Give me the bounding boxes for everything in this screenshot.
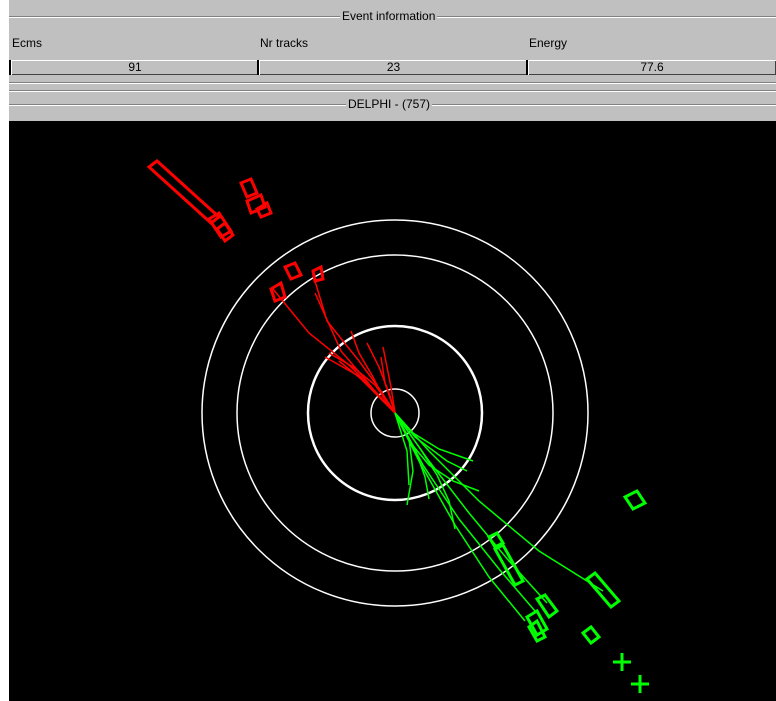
nr-tracks-value: 23 <box>257 60 528 75</box>
event-display-svg <box>146 159 649 693</box>
red-calorimeter-hit <box>269 280 287 303</box>
ecms-value: 91 <box>9 60 259 75</box>
green-calorimeter-hit <box>527 618 548 643</box>
energy-value: 77.6 <box>526 60 776 75</box>
red-jet <box>272 280 396 414</box>
green-track <box>394 412 604 592</box>
energy-label: Energy <box>529 36 568 50</box>
red-calorimeter-hit <box>311 264 325 283</box>
detector-rings <box>201 219 589 607</box>
outer-ring <box>201 219 589 607</box>
inner-middle-ring <box>306 324 484 502</box>
red-calorimeter-hit <box>282 261 304 281</box>
green-calorimeter-hit <box>584 570 622 610</box>
red-calorimeter-hit <box>214 220 236 244</box>
green-clusters <box>486 489 648 646</box>
nr-tracks-label: Nr tracks <box>260 36 308 50</box>
green-calorimeter-hit <box>492 543 526 587</box>
green-track <box>394 412 410 486</box>
event-info-panel: Event information Ecms Nr tracks Energy … <box>9 0 776 121</box>
red-track <box>314 280 396 414</box>
inner-ring <box>370 388 420 438</box>
outer-middle-ring <box>236 254 554 572</box>
event-display-canvas[interactable] <box>9 121 776 701</box>
green-jet <box>394 412 604 622</box>
red-calorimeter-hit <box>239 177 259 199</box>
red-track <box>324 356 396 414</box>
red-clusters <box>146 159 325 303</box>
green-calorimeter-hit <box>534 593 560 620</box>
display-title: DELPHI - (757) <box>346 96 433 112</box>
green-track <box>394 412 526 622</box>
green-calorimeter-hit <box>622 489 648 511</box>
green-calorimeter-hit <box>580 624 602 646</box>
green-track <box>394 412 536 612</box>
red-track <box>380 356 396 414</box>
separator <box>9 90 776 92</box>
green-track <box>394 412 548 604</box>
ecms-label: Ecms <box>12 36 42 50</box>
separator <box>9 82 776 84</box>
red-track <box>382 346 396 414</box>
green-track <box>394 412 468 472</box>
green-calorimeter-hit <box>524 608 550 638</box>
green-muon-hits <box>613 653 649 693</box>
green-calorimeter-hit <box>486 531 506 549</box>
red-calorimeter-hit <box>146 159 222 225</box>
red-calorimeter-hit <box>255 200 273 219</box>
event-info-title: Event information <box>340 8 438 24</box>
red-calorimeter-hit <box>245 192 267 216</box>
